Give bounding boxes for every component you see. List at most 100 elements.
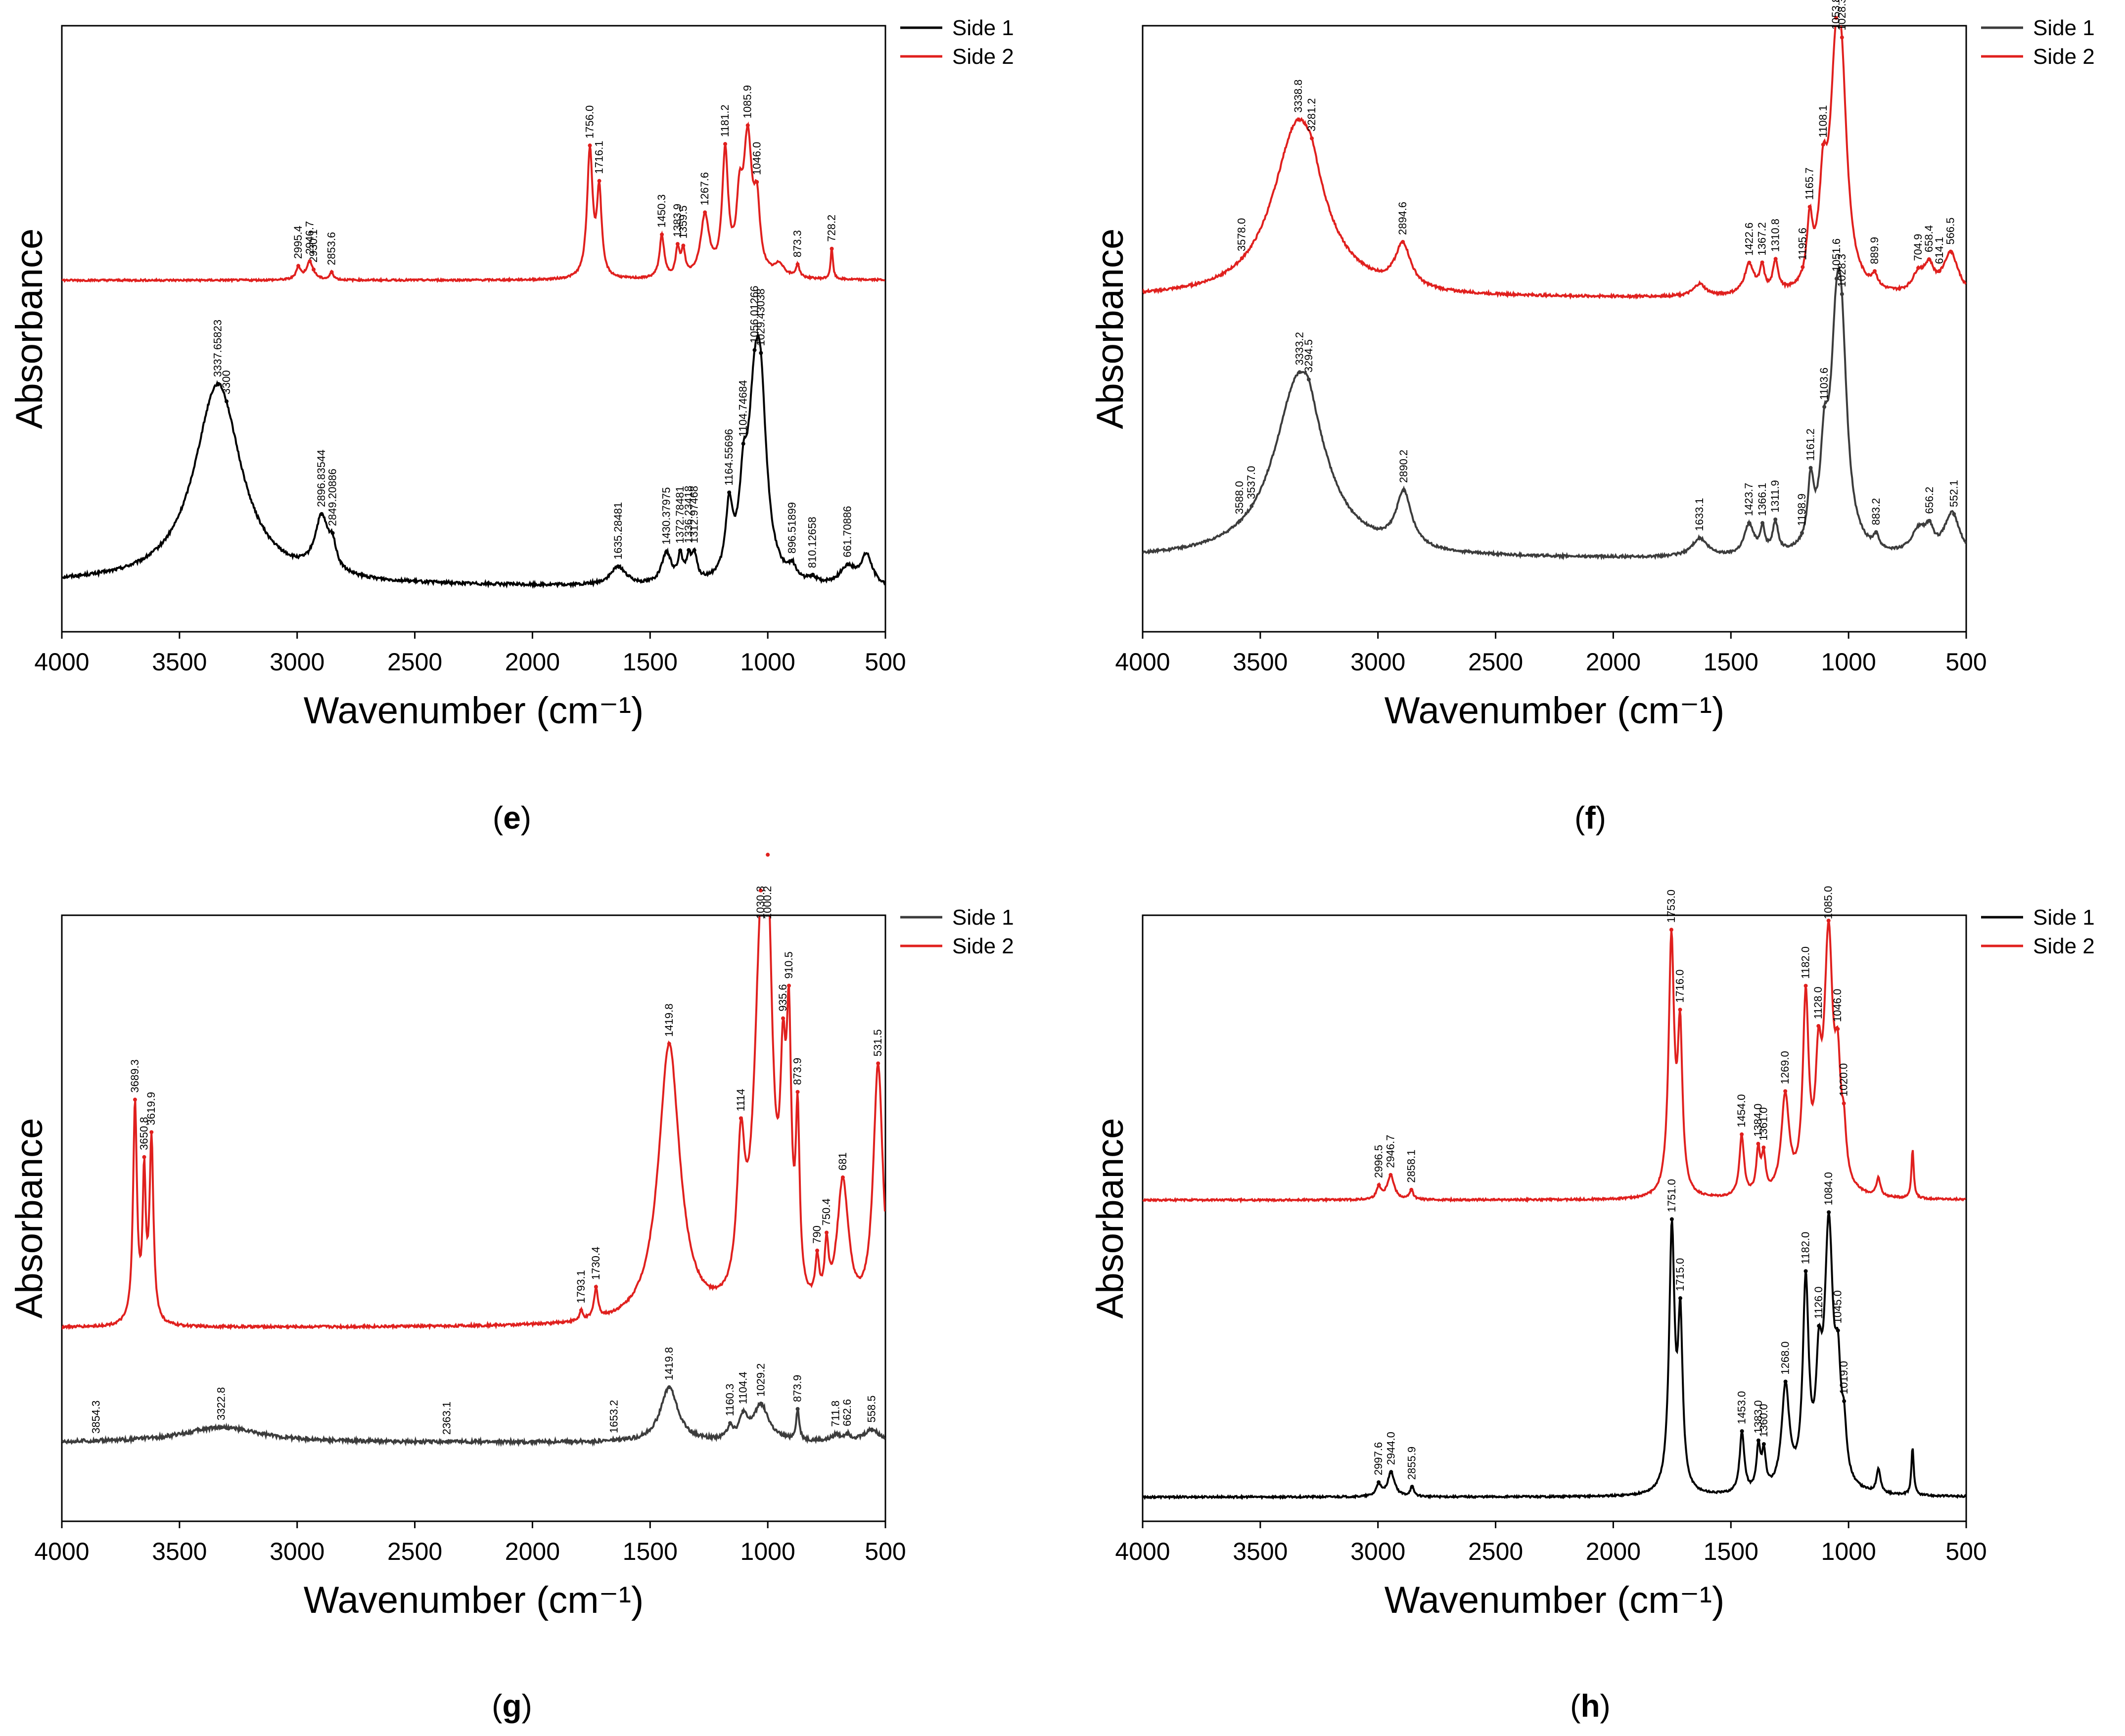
peak-label: 3281.2 — [1305, 98, 1318, 131]
peak-label: 2894.6 — [1396, 202, 1409, 235]
peak-marker — [149, 1130, 154, 1134]
x-tick-label: 3000 — [1350, 1538, 1405, 1565]
peak-marker — [810, 573, 815, 577]
peak-label: 658.4 — [1923, 225, 1935, 252]
peak-marker — [1783, 1089, 1788, 1093]
peak-label: 3854.3 — [90, 1401, 102, 1434]
peak-marker — [825, 1230, 829, 1235]
peak-label: 1383.0 — [1752, 1400, 1764, 1433]
peak-label: 1367.2 — [1756, 222, 1768, 255]
peak-label: 2853.6 — [325, 232, 338, 265]
peak-marker — [1761, 1145, 1766, 1150]
peak-label: 1454.0 — [1735, 1094, 1748, 1127]
peak-marker — [612, 1438, 616, 1442]
peak-label: 1198.9 — [1796, 494, 1808, 526]
peak-label: 1268.0 — [1779, 1341, 1792, 1374]
peak-label: 2995.4 — [292, 226, 304, 259]
peak-marker — [755, 180, 759, 184]
peak-marker — [1249, 504, 1254, 508]
x-tick-label: 500 — [1945, 648, 1986, 676]
peak-label: 1181.2 — [719, 104, 731, 137]
peak-marker — [1678, 1007, 1682, 1012]
peak-label: 2855.9 — [1406, 1447, 1418, 1480]
peak-marker — [308, 259, 312, 264]
peak-marker — [739, 1116, 743, 1121]
series-line-side-2 — [62, 915, 885, 1330]
peak-marker — [1840, 292, 1844, 296]
peak-marker — [1740, 1132, 1744, 1136]
peak-marker — [681, 243, 686, 248]
peak-marker — [781, 1016, 785, 1021]
peak-marker — [1927, 257, 1931, 262]
peak-label: 1028.3 — [1836, 0, 1848, 31]
peak-marker — [1669, 928, 1673, 932]
peak-marker — [1937, 269, 1941, 273]
peak-label: 1423.7 — [1743, 483, 1755, 516]
peak-marker — [1747, 521, 1751, 525]
peak-marker — [790, 559, 794, 563]
peak-marker — [1678, 1296, 1683, 1301]
x-tick-label: 4000 — [1115, 1538, 1170, 1565]
legend-label: Side 1 — [952, 16, 1014, 40]
x-tick-label: 4000 — [34, 648, 89, 676]
peak-label: 2946.7 — [303, 221, 316, 254]
y-axis-title: Absorbance — [8, 1118, 50, 1319]
peak-marker — [723, 142, 728, 146]
peak-label: 1383.9 — [671, 204, 684, 237]
peak-marker — [1756, 1141, 1760, 1146]
x-tick-label: 500 — [865, 648, 906, 676]
peak-marker — [752, 348, 757, 352]
series-line-side-2 — [1143, 26, 1966, 300]
x-axis-title: Wavenumber (cm⁻¹) — [1385, 1579, 1725, 1621]
x-tick-label: 2500 — [387, 1538, 442, 1565]
peak-label: 1028.3 — [1836, 254, 1848, 287]
x-tick-label: 500 — [1945, 1538, 1986, 1565]
peak-label: 558.5 — [865, 1395, 878, 1422]
peak-label: 889.9 — [1868, 237, 1881, 264]
x-tick-label: 1000 — [1821, 648, 1876, 676]
plot-frame — [1142, 914, 1967, 1522]
peak-label: 1635.28481 — [612, 502, 624, 560]
peak-label: 3689.3 — [129, 1059, 141, 1092]
y-axis-title: Absorbance — [1089, 1118, 1131, 1319]
peak-marker — [1402, 488, 1406, 492]
peak-label: 661.70886 — [841, 506, 853, 558]
peak-marker — [1827, 1210, 1831, 1215]
peak-label: 896.51899 — [786, 502, 798, 554]
x-tick-label: 3000 — [270, 648, 324, 676]
peak-label: 1164.55696 — [723, 429, 735, 486]
peak-marker — [845, 562, 850, 566]
peak-marker — [758, 888, 763, 892]
peak-marker — [1807, 205, 1812, 209]
peak-label: 1450.3 — [655, 194, 668, 228]
peak-label: 1195.6 — [1796, 228, 1808, 260]
peak-label: 1312.97468 — [688, 486, 700, 543]
peak-marker — [1773, 257, 1778, 261]
peak-label: 3322.8 — [215, 1387, 228, 1420]
peak-marker — [1388, 1173, 1393, 1177]
peak-label: 790 — [811, 1225, 823, 1244]
series-line-side-1 — [62, 1386, 885, 1447]
y-axis-title: Absorbance — [1089, 229, 1131, 429]
peak-marker — [1842, 1101, 1846, 1106]
peak-label: 2890.2 — [1397, 450, 1410, 483]
x-tick-label: 1000 — [740, 1538, 795, 1565]
peak-marker — [1237, 519, 1242, 523]
peak-label: 3578.0 — [1236, 218, 1248, 251]
peak-marker — [1874, 530, 1878, 534]
peak-label: 2997.6 — [1372, 1442, 1385, 1475]
peak-label: 1716.1 — [593, 141, 605, 174]
peak-label: 1422.6 — [1743, 223, 1755, 256]
legend-label: Side 2 — [2033, 45, 2095, 69]
peak-label: 1045.0 — [1832, 1290, 1844, 1323]
y-axis-title: Absorbance — [8, 229, 50, 429]
peak-label: 1056.01266 — [748, 285, 761, 343]
peak-marker — [687, 548, 691, 552]
peak-marker — [1927, 518, 1932, 523]
peak-label: 1085.0 — [1822, 886, 1835, 919]
peak-label: 1160.3 — [724, 1384, 736, 1416]
peak-marker — [759, 351, 763, 355]
x-tick-label: 1000 — [1821, 1538, 1876, 1565]
peak-label: 1104.4 — [737, 1372, 749, 1405]
peak-label: 1020.0 — [1838, 1063, 1850, 1096]
